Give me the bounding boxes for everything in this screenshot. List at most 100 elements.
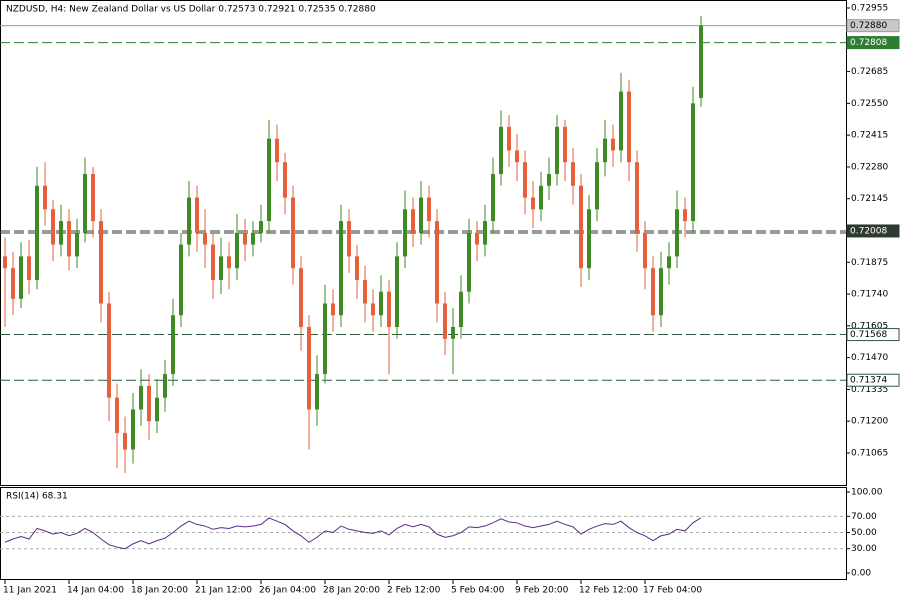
candle-body: [523, 162, 527, 198]
level-label-box: [846, 36, 900, 50]
candle-body: [483, 221, 487, 245]
candle-body: [99, 221, 103, 304]
candle-body: [211, 244, 215, 280]
candle-body: [659, 268, 663, 316]
candle-body: [619, 91, 623, 151]
candle-body: [67, 221, 71, 257]
y-tick-label: 0.71875: [851, 258, 888, 268]
candle-body: [331, 303, 335, 316]
y-tick-label: 70.00: [851, 512, 877, 522]
candle-body: [587, 209, 591, 269]
candle-body: [131, 409, 135, 450]
y-tick-label: 0.72145: [851, 194, 888, 204]
candle-body: [123, 432, 127, 450]
candle-body: [83, 173, 87, 233]
x-tick-label: 28 Jan 20:00: [323, 586, 380, 596]
candle-body: [379, 291, 383, 316]
candle-body: [163, 374, 167, 398]
candle-body: [291, 197, 295, 269]
level-label-box: [846, 373, 900, 387]
candle-body: [275, 138, 279, 163]
candle-body: [387, 291, 391, 328]
main-frame: [0, 0, 847, 486]
candle-body: [499, 126, 503, 174]
candle-body: [411, 209, 415, 233]
candle-body: [635, 162, 639, 233]
candle-body: [491, 173, 495, 222]
candle-body: [507, 126, 511, 151]
candle-body: [59, 221, 63, 245]
candle-body: [347, 221, 351, 257]
candle-body: [691, 103, 695, 222]
bid-label: 0.72880: [850, 21, 887, 31]
candle-body: [27, 256, 31, 280]
x-tick-label: 17 Feb 04:00: [643, 586, 702, 596]
candle-body: [139, 385, 143, 410]
candle-body: [51, 209, 55, 245]
candle-body: [235, 232, 239, 269]
candle-body: [475, 232, 479, 245]
x-tick-label: 21 Jan 12:00: [195, 586, 252, 596]
level-label-box: [846, 328, 900, 342]
candle-body: [603, 138, 607, 163]
candle-body: [595, 162, 599, 210]
level-label: 0.71568: [850, 330, 887, 340]
candle-body: [259, 221, 263, 233]
candle-body: [299, 268, 303, 328]
candle-body: [147, 385, 151, 422]
x-tick-label: 14 Jan 04:00: [67, 586, 124, 596]
y-tick-label: 0.72550: [851, 99, 888, 109]
candle-body: [3, 256, 7, 269]
y-tick-label: 0.72280: [851, 162, 888, 172]
x-tick-label: 9 Feb 20:00: [515, 586, 569, 596]
candle-body: [563, 126, 567, 163]
y-tick-label: 0.71740: [851, 290, 888, 300]
candle-body: [355, 256, 359, 280]
y-tick-label: 0.71065: [851, 448, 888, 458]
y-tick-label: 50.00: [851, 528, 877, 538]
candle-body: [643, 232, 647, 269]
candle-body: [435, 221, 439, 304]
level-label-box: [846, 224, 900, 238]
rsi-line: [4, 517, 702, 550]
candle-body: [243, 232, 247, 245]
candle-body: [187, 197, 191, 245]
candle-body: [227, 256, 231, 269]
x-tick-label: 18 Jan 20:00: [131, 586, 188, 596]
candle-body: [419, 197, 423, 233]
candle-body: [363, 279, 367, 304]
y-tick-label: 30.00: [851, 544, 877, 554]
candle-body: [219, 256, 223, 280]
candle-body: [283, 162, 287, 198]
candle-body: [35, 185, 39, 280]
candle-body: [531, 197, 535, 210]
rsi-title: RSI(14) 68.31: [6, 492, 68, 502]
candle-body: [539, 185, 543, 210]
candle-body: [339, 221, 343, 316]
candle-body: [75, 232, 79, 257]
candle-body: [307, 327, 311, 410]
level-label: 0.72008: [850, 226, 887, 236]
candle-body: [323, 303, 327, 375]
candle-body: [467, 232, 471, 292]
candle-body: [107, 303, 111, 398]
y-tick-label: 0.72685: [851, 67, 888, 77]
x-tick-label: 12 Feb 12:00: [579, 586, 638, 596]
candle-body: [395, 256, 399, 328]
y-tick-label: 100.00: [851, 488, 883, 498]
x-tick-label: 26 Jan 04:00: [259, 586, 316, 596]
candle-body: [11, 268, 15, 299]
candle-body: [403, 209, 407, 257]
candle-body: [443, 303, 447, 339]
candle-body: [195, 197, 199, 233]
candle-body: [579, 185, 583, 269]
candle-body: [203, 232, 207, 245]
candle-body: [251, 232, 255, 245]
candle-body: [627, 91, 631, 163]
x-tick-label: 11 Jan 2021: [3, 586, 57, 596]
candle-body: [683, 209, 687, 222]
candle-body: [19, 256, 23, 299]
level-label: 0.71374: [850, 376, 887, 386]
candle-body: [451, 327, 455, 339]
